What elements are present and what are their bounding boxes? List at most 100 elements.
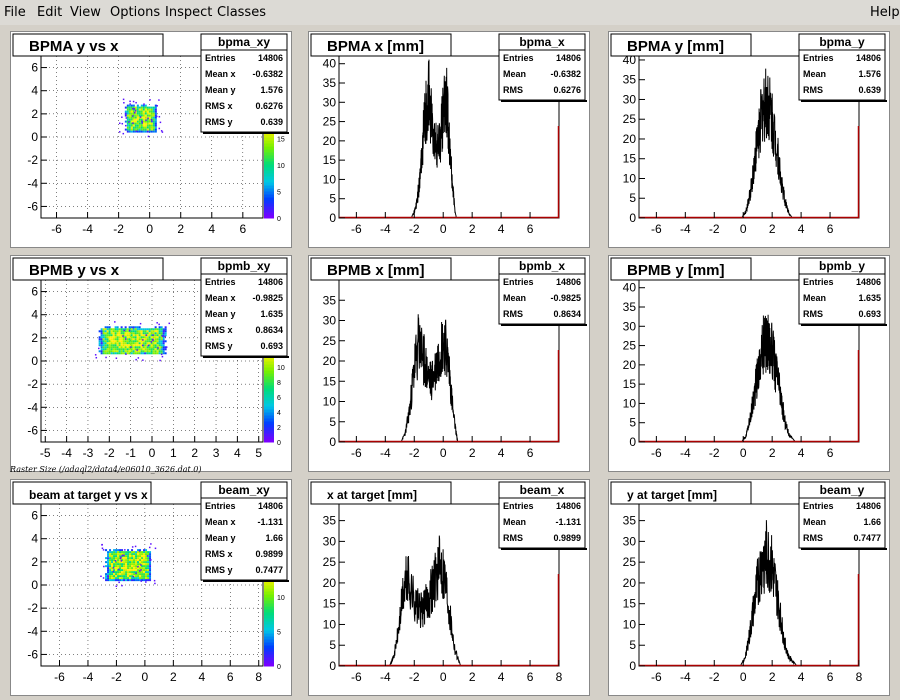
heatmap-cell xyxy=(129,557,132,560)
heatmap-cell xyxy=(106,334,109,337)
heatmap-cell xyxy=(102,338,105,341)
heatmap-cell xyxy=(123,563,126,566)
histogram-pad[interactable]: -6 -4 -2 0 2 4 6 0 5 10 15 20 25 30 35 40 BPMB y [mm] bpm… xyxy=(608,255,890,472)
heatmap-cell xyxy=(144,122,147,125)
heatmap-cell xyxy=(113,573,116,576)
heatmap-cell xyxy=(152,108,155,111)
heatmap-cell xyxy=(130,122,133,125)
heatmap-cell xyxy=(154,348,157,351)
heatmap-cell xyxy=(141,555,144,558)
heatmap-cell xyxy=(127,557,130,560)
heatmap-cell xyxy=(138,346,141,349)
heatmap-cell xyxy=(132,332,135,335)
heatmap-cell xyxy=(124,342,127,345)
heatmap-cell xyxy=(146,130,149,133)
heatmap-cell xyxy=(129,565,132,568)
x-tick-label: -6 xyxy=(51,222,62,236)
heatmap-cell xyxy=(128,348,131,351)
heatmap-cell xyxy=(156,338,159,341)
heatmap-cell xyxy=(146,328,149,331)
menu-view[interactable]: View xyxy=(70,5,101,20)
heatmap-cell xyxy=(159,359,161,362)
heatmap-cell xyxy=(143,567,146,570)
histogram-pad[interactable]: -6 -4 -2 0 2 4 6 0 5 10 15 20 25 30 35 BPMB x [mm] bpmb_… xyxy=(308,255,590,472)
x-tick-label: 6 xyxy=(527,670,534,684)
y-tick-label: 25 xyxy=(323,115,337,129)
heatmap-cell xyxy=(128,118,131,121)
heatmap-cell xyxy=(125,567,128,570)
heatmap-cell xyxy=(102,348,105,351)
heatmap-cell xyxy=(140,336,143,339)
y-tick-label: 25 xyxy=(323,555,337,569)
heatmap-cell xyxy=(117,571,120,574)
stats-label: Entries xyxy=(503,277,534,287)
heatmap-cell xyxy=(162,348,165,351)
heatmap-cell xyxy=(115,357,118,359)
heatmap-cell xyxy=(115,569,118,572)
heatmap-cell xyxy=(149,559,152,562)
heatmap-cell xyxy=(127,563,130,566)
stats-label: Entries xyxy=(803,501,834,511)
stats-label: Mean xyxy=(803,69,826,79)
heatmap-cell xyxy=(162,342,165,345)
heatmap-cell xyxy=(133,557,136,560)
y-tick-label: 30 xyxy=(623,92,637,106)
histogram-pad[interactable]: -6 -4 -2 0 2 4 6 0 5 10 15 20 25 30 35 40 BPMA x [mm] bpm… xyxy=(308,31,590,248)
histogram-pad[interactable]: -6 -4 -2 0 2 4 6 8 0 5 10 15 20 25 30 35 y at target [mm… xyxy=(608,479,890,696)
heatmap-cell xyxy=(119,573,122,576)
y-tick-label: 2 xyxy=(31,555,38,569)
heatmap-cell xyxy=(129,569,132,572)
heatmap-cell xyxy=(134,116,137,119)
heatmap-cell xyxy=(145,565,148,568)
heatmap-cell xyxy=(139,577,142,580)
menu-inspect[interactable]: Inspect xyxy=(165,5,213,20)
menu-file[interactable]: File xyxy=(4,5,26,20)
heatmap-cell xyxy=(111,573,114,576)
stats-label: RMS y xyxy=(205,117,233,127)
heatmap-cell xyxy=(124,340,127,343)
histogram-pad[interactable]: 0 5 10 15 -6 -4 -2 0 2 4 6 -6 -4 -2 0 2 4 6 BPMA y vs x bpm… xyxy=(10,31,292,248)
heatmap-cell xyxy=(152,126,155,129)
x-tick-label: 0 xyxy=(149,446,156,460)
stats-box xyxy=(798,257,886,325)
stats-box xyxy=(498,257,586,325)
heatmap-cell xyxy=(137,577,140,580)
histogram-pad[interactable]: 0 2 4 6 8 10 -5 -4 -3 -2 -1 0 1 2 3 4 5 -6 -4 -2 0 2 4 6 BPMB y … xyxy=(10,255,292,472)
heatmap-cell xyxy=(129,577,132,580)
heatmap-cell xyxy=(149,555,152,558)
x-tick-label: 0 xyxy=(440,446,447,460)
heatmap-cell xyxy=(129,573,132,576)
stats-label: RMS xyxy=(803,309,823,319)
heatmap-cell xyxy=(138,114,141,117)
heatmap-cell xyxy=(146,555,149,557)
menu-edit[interactable]: Edit xyxy=(37,5,63,20)
heatmap-cell xyxy=(116,352,119,355)
heatmap-cell xyxy=(160,342,163,345)
heatmap-cell xyxy=(144,120,147,123)
heatmap-cell xyxy=(120,334,123,337)
title-box xyxy=(310,257,452,281)
menu-options[interactable]: Options xyxy=(110,5,161,20)
heatmap-cell xyxy=(138,126,141,129)
heatmap-cell xyxy=(136,348,139,351)
heatmap-cell xyxy=(108,332,111,335)
heatmap-cell xyxy=(143,573,146,576)
histogram-pad[interactable]: -6 -4 -2 0 2 4 6 8 0 5 10 15 20 25 30 35 x at target [mm… xyxy=(308,479,590,696)
y-tick-label: -6 xyxy=(27,647,38,661)
heatmap-cell xyxy=(120,348,123,351)
menu-help[interactable]: Help xyxy=(870,5,900,20)
chart-title: BPMB y vs x xyxy=(29,262,120,279)
heatmap-cell xyxy=(132,330,135,333)
y-tick-label: 5 xyxy=(329,192,336,206)
heatmap-cell xyxy=(110,352,113,355)
histogram-pad[interactable]: -6 -4 -2 0 2 4 6 0 5 10 15 20 25 30 35 40 BPMA y [mm] bpm… xyxy=(608,31,890,248)
histogram-pad[interactable]: 0 5 10 -6 -4 -2 0 2 4 6 8 -6 -4 -2 0 2 4 6 beam at target … xyxy=(10,479,292,696)
menu-classes[interactable]: Classes xyxy=(217,5,266,20)
heatmap-cell xyxy=(131,567,134,570)
heatmap-cell xyxy=(152,350,155,353)
x-tick-label: 2 xyxy=(170,670,177,684)
heatmap-cell xyxy=(145,569,148,572)
heatmap-cell xyxy=(112,340,115,343)
x-tick-label: -6 xyxy=(651,670,662,684)
heatmap-cell xyxy=(139,561,142,564)
